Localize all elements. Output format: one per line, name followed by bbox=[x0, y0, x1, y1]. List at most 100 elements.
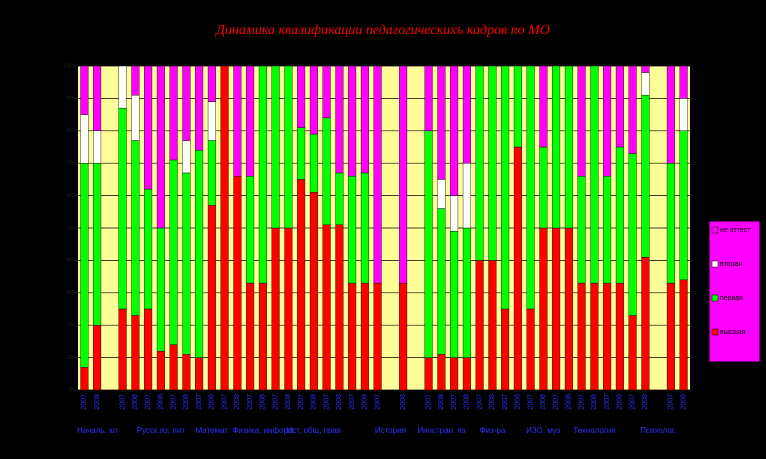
x-tick-label: 2007 bbox=[272, 394, 279, 410]
x-tick-label: 2007 bbox=[349, 394, 356, 410]
bar-segment bbox=[233, 175, 242, 391]
legend-swatch bbox=[711, 226, 719, 234]
bar-segment bbox=[450, 195, 459, 232]
x-tick-label: 2007 bbox=[170, 394, 177, 410]
bar-segment bbox=[513, 65, 522, 148]
bar-segment bbox=[603, 175, 612, 284]
bar-segment bbox=[539, 227, 548, 391]
bar-segment bbox=[450, 65, 459, 196]
x-tick-label: 2008 bbox=[158, 394, 165, 410]
bar-segment bbox=[628, 153, 637, 316]
bar-segment bbox=[246, 65, 255, 177]
bar-segment bbox=[93, 325, 102, 391]
bar-segment bbox=[246, 282, 255, 391]
x-group-label: Технология bbox=[573, 426, 615, 435]
x-tick-label: 2007 bbox=[323, 394, 330, 410]
bar-segment bbox=[603, 282, 612, 391]
bar-segment bbox=[348, 65, 357, 177]
x-tick-label: 2007 bbox=[425, 394, 432, 410]
x-group-label: Физ-ра bbox=[479, 426, 505, 435]
x-tick-label: 2007 bbox=[81, 394, 88, 410]
x-tick-label: 2008 bbox=[94, 394, 101, 410]
bar-segment bbox=[360, 282, 369, 391]
bar-segment bbox=[348, 282, 357, 391]
y-tick-label: 50% bbox=[66, 225, 77, 231]
y-tick-label: 20% bbox=[66, 323, 77, 329]
bar-segment bbox=[462, 162, 471, 229]
bar-segment bbox=[501, 308, 510, 391]
bar-segment bbox=[424, 130, 433, 358]
bar-segment bbox=[131, 94, 140, 141]
bar-segment bbox=[679, 130, 688, 281]
x-group-label: Математ bbox=[196, 426, 229, 435]
bar-segment bbox=[80, 162, 89, 368]
bar-segment bbox=[284, 227, 293, 391]
bar-segment bbox=[156, 227, 165, 352]
bar-segment bbox=[628, 65, 637, 154]
legend-label: первая bbox=[720, 295, 743, 302]
bar-segment bbox=[666, 282, 675, 391]
bar-segment bbox=[666, 65, 675, 164]
bar-segment bbox=[348, 175, 357, 284]
x-tick-label: 2008 bbox=[234, 394, 241, 410]
x-tick-label: 2008 bbox=[362, 394, 369, 410]
x-group-label: Ист, общ, прав bbox=[287, 426, 342, 435]
x-tick-label: 2007 bbox=[196, 394, 203, 410]
y-tick-label: 40% bbox=[66, 258, 77, 264]
bar-segment bbox=[335, 172, 344, 225]
bar-segment bbox=[80, 114, 89, 164]
bar-segment bbox=[335, 65, 344, 174]
bar-segment bbox=[679, 98, 688, 132]
x-group-label: Физика, информ bbox=[232, 426, 293, 435]
bar-segment bbox=[539, 65, 548, 148]
x-tick-label: 2007 bbox=[502, 394, 509, 410]
bar-segment bbox=[399, 65, 408, 284]
bar-segment bbox=[628, 315, 637, 391]
bar-segment bbox=[144, 188, 153, 310]
bar-segment bbox=[169, 344, 178, 391]
bar-segment bbox=[118, 107, 127, 310]
bar-segment bbox=[615, 146, 624, 284]
x-tick-label: 2007 bbox=[476, 394, 483, 410]
x-group-label: История bbox=[375, 426, 406, 435]
bar-segment bbox=[424, 65, 433, 132]
x-tick-label: 2008 bbox=[260, 394, 267, 410]
bar-segment bbox=[258, 65, 267, 284]
bar-segment bbox=[207, 65, 216, 102]
y-tick-label: 70% bbox=[66, 161, 77, 167]
bar-segment bbox=[118, 308, 127, 391]
x-tick-label: 2008 bbox=[464, 394, 471, 410]
bar-segment bbox=[641, 256, 650, 391]
x-tick-label: 2008 bbox=[336, 394, 343, 410]
bar-segment bbox=[271, 65, 280, 229]
bar-segment bbox=[679, 65, 688, 99]
bar-segment bbox=[360, 65, 369, 174]
x-tick-label: 2007 bbox=[247, 394, 254, 410]
x-tick-label: 2007 bbox=[298, 394, 305, 410]
bar-segment bbox=[182, 354, 191, 391]
bar-segment bbox=[297, 127, 306, 180]
bar-segment bbox=[207, 140, 216, 206]
x-tick-label: 2008 bbox=[489, 394, 496, 410]
bar-segment bbox=[513, 146, 522, 391]
legend-swatch bbox=[711, 328, 719, 336]
bar-segment bbox=[564, 65, 573, 229]
bar-segment bbox=[131, 140, 140, 316]
bar-segment bbox=[118, 65, 127, 109]
bar-segment bbox=[246, 175, 255, 284]
bar-segment bbox=[501, 65, 510, 310]
bar-segment bbox=[297, 179, 306, 391]
bar-segment bbox=[156, 65, 165, 229]
bar-segment bbox=[450, 231, 459, 358]
bar-segment bbox=[93, 130, 102, 164]
x-group-label: Иностран. яз bbox=[417, 426, 465, 435]
bar-segment bbox=[182, 172, 191, 355]
bar-segment bbox=[424, 357, 433, 391]
legend-box bbox=[708, 220, 761, 363]
bar-segment bbox=[322, 65, 331, 119]
bar-segment bbox=[93, 162, 102, 326]
legend-label: не аттест bbox=[720, 227, 751, 234]
bar-segment bbox=[271, 227, 280, 391]
bar-segment bbox=[309, 133, 318, 193]
